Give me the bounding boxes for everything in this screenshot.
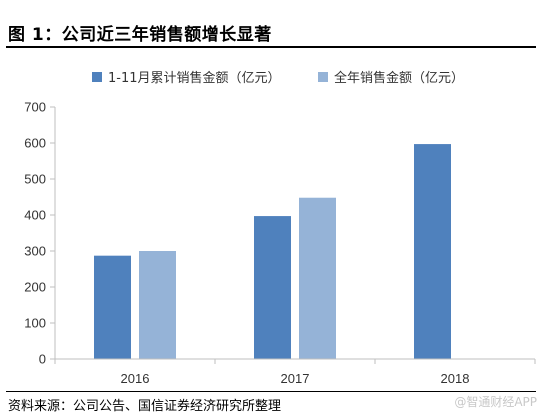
legend: 1-11月累计销售金额（亿元） 全年销售金额（亿元） bbox=[92, 70, 464, 86]
x-tick-label: 2018 bbox=[441, 371, 470, 386]
bar-ytd-sales-2017 bbox=[254, 216, 291, 359]
bar-chart: 1-11月累计销售金额（亿元） 全年销售金额（亿元） 0 100 200 300 400 5… bbox=[24, 70, 536, 386]
figure-title: 图 1：公司近三年销售额增长显著 bbox=[8, 25, 272, 45]
bar-full-year-sales-2017 bbox=[299, 197, 336, 359]
y-tick-label: 500 bbox=[24, 172, 46, 187]
bars bbox=[94, 144, 451, 359]
y-tick-label: 700 bbox=[24, 100, 46, 115]
x-tick-label: 2017 bbox=[281, 371, 310, 386]
source-divider bbox=[6, 391, 536, 392]
watermark: @智通财经APP bbox=[454, 395, 537, 409]
y-tick-label: 400 bbox=[24, 208, 46, 223]
legend-swatch bbox=[318, 72, 328, 82]
source-note: 资料来源：公司公告、国信证券经济研究所整理 bbox=[8, 399, 282, 414]
y-tick-label: 300 bbox=[24, 244, 46, 259]
legend-label: 1-11月累计销售金额（亿元） bbox=[108, 70, 281, 86]
title-divider bbox=[6, 46, 536, 48]
figure-title-bar: 图 1：公司近三年销售额增长显著 bbox=[6, 18, 536, 45]
bar-ytd-sales-2016 bbox=[94, 255, 131, 359]
bar-full-year-sales-2016 bbox=[139, 251, 176, 359]
bar-ytd-sales-2018 bbox=[414, 144, 451, 359]
x-axis: 2016 2017 2018 bbox=[54, 358, 536, 386]
y-tick-label: 100 bbox=[24, 316, 46, 331]
legend-swatch bbox=[92, 72, 102, 82]
y-tick-label: 200 bbox=[24, 280, 46, 295]
y-tick-label: 0 bbox=[39, 352, 46, 367]
x-tick-label: 2016 bbox=[121, 371, 150, 386]
y-axis: 0 100 200 300 400 500 600 700 bbox=[24, 100, 56, 367]
y-tick-label: 600 bbox=[24, 136, 46, 151]
legend-label: 全年销售金额（亿元） bbox=[334, 70, 464, 86]
